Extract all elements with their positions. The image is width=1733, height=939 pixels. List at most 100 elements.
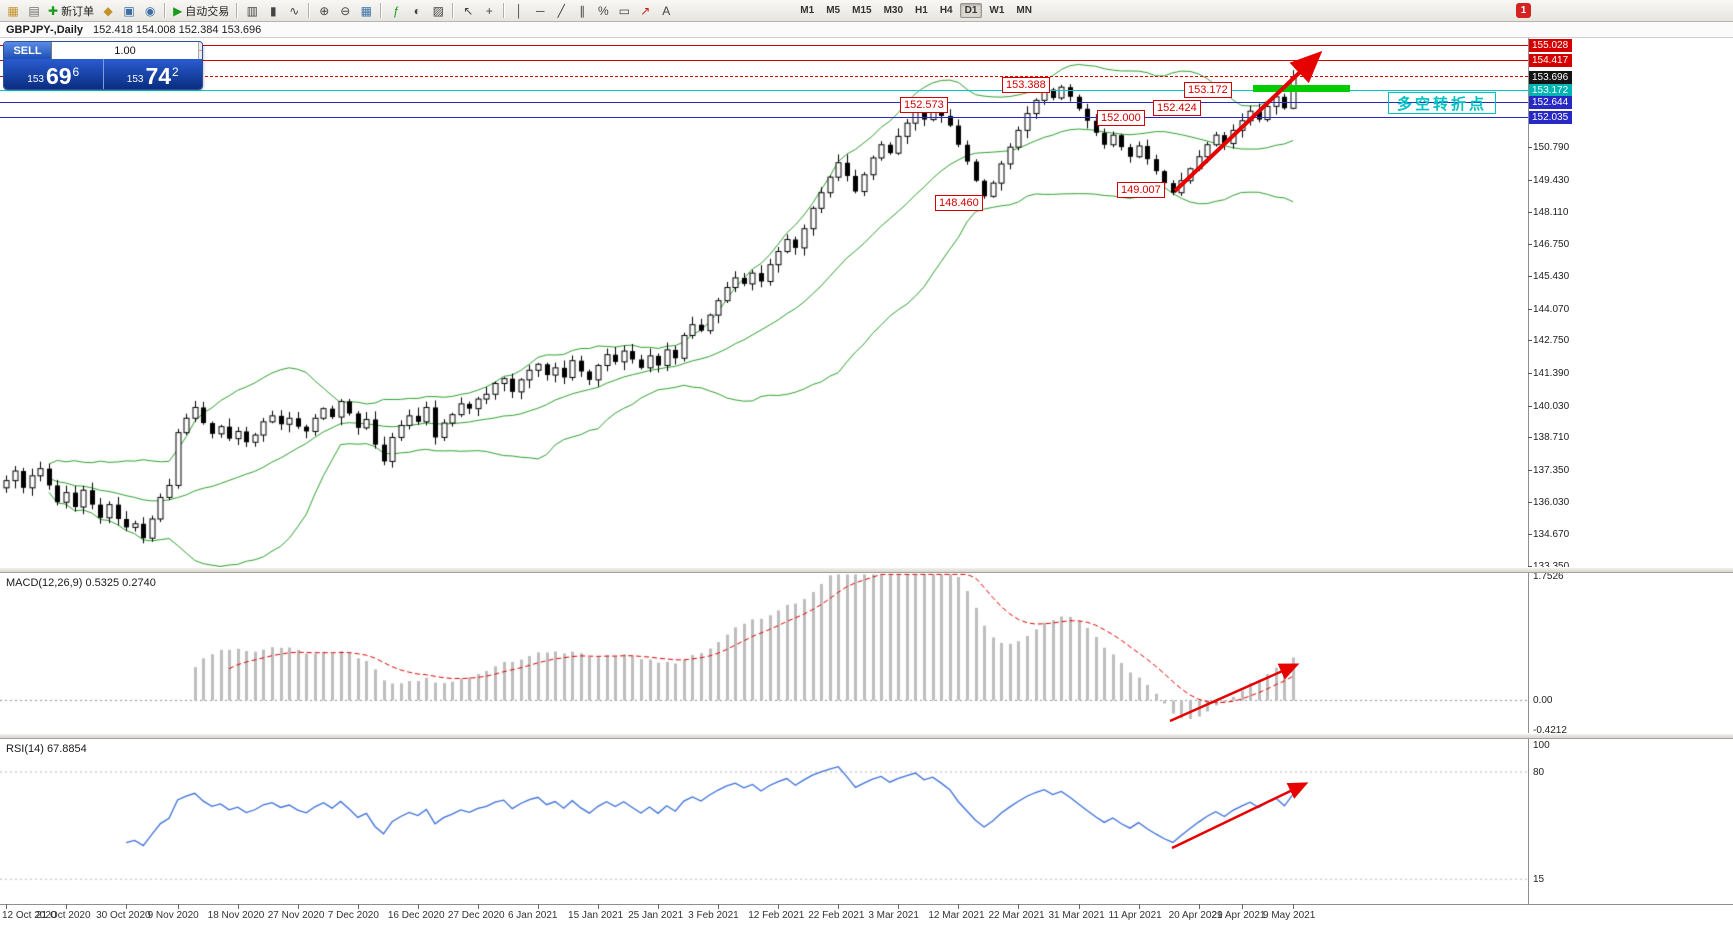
rsi-indicator-label: RSI(14) 67.8854 xyxy=(6,743,87,755)
timeframe-mn[interactable]: MN xyxy=(1011,3,1037,18)
arrows-tool-icon: ↗ xyxy=(640,3,651,18)
market-watch-button[interactable]: ◆ xyxy=(98,2,118,20)
templates-icon: ▨ xyxy=(432,3,444,18)
trendline-button[interactable]: ╱ xyxy=(551,2,571,20)
volume-up-button[interactable]: ▲ xyxy=(199,42,202,51)
price-axis-label: 149.430 xyxy=(1533,175,1570,187)
sell-button[interactable]: SELL xyxy=(4,42,51,59)
notification-badge[interactable]: 1 xyxy=(1516,3,1531,18)
toolbar-separator xyxy=(452,3,455,18)
new-order-button[interactable]: ✚ 新订单 xyxy=(45,2,97,20)
price-axis-badge-154.417: 154.417 xyxy=(1529,53,1572,67)
periods-icon: ◐ xyxy=(413,3,421,18)
price-axis-badge-153.172: 153.172 xyxy=(1529,83,1572,97)
volume-down-button[interactable]: ▼ xyxy=(199,51,202,59)
equidistant-channel-button[interactable]: ∥ xyxy=(572,2,592,20)
ask-pip-digit: 2 xyxy=(172,65,179,79)
toolbar-separator xyxy=(164,3,167,18)
price-axis-divider xyxy=(1528,38,1529,904)
price-axis-label: 136.030 xyxy=(1533,496,1570,508)
price-axis-badge-153.696: 153.696 xyxy=(1529,71,1572,85)
price-axis-badge-155.028: 155.028 xyxy=(1529,39,1572,53)
chart-symbol-period: GBPJPY-,Daily xyxy=(6,23,84,36)
price-axis-label: 146.750 xyxy=(1533,239,1570,251)
zoom-out-icon: ⊖ xyxy=(340,3,351,18)
horizontal-line-icon: ─ xyxy=(536,3,545,18)
text-tool-icon: A xyxy=(662,3,671,18)
fibonacci-button[interactable]: % xyxy=(593,2,613,20)
data-window-icon: ▣ xyxy=(123,3,135,18)
zoom-out-button[interactable]: ⊖ xyxy=(335,2,355,20)
zoom-in-button[interactable]: ⊕ xyxy=(314,2,334,20)
new-order-label: 新订单 xyxy=(61,5,95,18)
indicators-button[interactable]: ƒ xyxy=(386,2,406,20)
bid-big-digits: 69 xyxy=(45,63,72,89)
toolbar-separator xyxy=(236,3,239,18)
auto-trading-icon: ▶ xyxy=(173,3,183,18)
cursor-button[interactable]: ↖ xyxy=(458,2,478,20)
crosshair-icon: + xyxy=(485,3,493,18)
toolbar-separator xyxy=(503,3,506,18)
rsi-axis-label: 15 xyxy=(1533,874,1545,886)
timeframe-w1[interactable]: W1 xyxy=(984,3,1009,18)
bid-price[interactable]: 153 69 6 xyxy=(4,59,103,89)
rsi-axis-label: 100 xyxy=(1533,740,1550,751)
timeframe-m1[interactable]: M1 xyxy=(795,3,819,18)
price-axis-label: 141.390 xyxy=(1533,367,1570,379)
periods-button[interactable]: ◐ xyxy=(407,2,427,20)
vertical-line-icon: │ xyxy=(515,3,524,18)
horizontal-line-button[interactable]: ─ xyxy=(530,2,550,20)
price-axis-badge-152.035: 152.035 xyxy=(1529,111,1572,125)
line-chart-type-button[interactable]: ∿ xyxy=(284,2,304,20)
navigator-button[interactable]: ◉ xyxy=(140,2,160,20)
panel-separator[interactable] xyxy=(0,567,1733,573)
timeframe-m5[interactable]: M5 xyxy=(821,3,845,18)
bars-chart-type-button[interactable]: ▥ xyxy=(242,2,262,20)
ask-price[interactable]: 153 74 2 xyxy=(102,59,203,89)
price-axis-label: 145.430 xyxy=(1533,270,1570,282)
new-chart-button[interactable]: ▦ xyxy=(3,2,23,20)
shapes-icon: ▭ xyxy=(618,3,630,18)
candles-chart-type-icon: ▮ xyxy=(269,3,277,18)
bid-pip-digit: 6 xyxy=(72,65,80,79)
panel-separator[interactable] xyxy=(0,733,1733,739)
toolbar-separator xyxy=(308,3,311,18)
ask-big-digits: 74 xyxy=(145,63,172,89)
vertical-line-button[interactable]: │ xyxy=(509,2,529,20)
bars-chart-type-icon: ▥ xyxy=(246,3,258,18)
templates-button[interactable]: ▨ xyxy=(428,2,448,20)
indicators-icon: ƒ xyxy=(392,3,400,18)
rsi-axis-label: 80 xyxy=(1533,767,1545,778)
volume-input[interactable] xyxy=(52,42,198,59)
equidistant-channel-icon: ∥ xyxy=(579,3,586,18)
auto-trading-label: 自动交易 xyxy=(185,5,230,18)
arrows-tool-button[interactable]: ↗ xyxy=(635,2,655,20)
data-window-button[interactable]: ▣ xyxy=(119,2,139,20)
shapes-button[interactable]: ▭ xyxy=(614,2,634,20)
macd-canvas[interactable] xyxy=(0,573,1528,733)
timeframe-h1[interactable]: H1 xyxy=(910,3,933,18)
volume-field: ▲ ▼ xyxy=(51,42,202,59)
timeframe-h4[interactable]: H4 xyxy=(935,3,958,18)
rsi-canvas[interactable] xyxy=(0,739,1528,904)
price-axis-label: 142.750 xyxy=(1533,335,1570,347)
tile-windows-button[interactable]: ▦ xyxy=(356,2,376,20)
price-axis-label: 138.710 xyxy=(1533,432,1570,444)
crosshair-button[interactable]: + xyxy=(479,2,499,20)
text-tool-button[interactable]: A xyxy=(656,2,676,20)
price-chart-canvas[interactable] xyxy=(0,38,1528,567)
price-axis-label: 150.790 xyxy=(1533,142,1570,154)
date-axis[interactable] xyxy=(0,904,1733,939)
ask-prefix: 153 xyxy=(126,74,144,85)
toolbar-separator xyxy=(380,3,383,18)
chart-ohlc-values: 152.418 154.008 152.384 153.696 xyxy=(93,23,262,36)
timeframe-m30[interactable]: M30 xyxy=(879,3,908,18)
profiles-button[interactable]: ▤ xyxy=(24,2,44,20)
tile-windows-icon: ▦ xyxy=(360,3,372,18)
auto-trading-button[interactable]: ▶ 自动交易 xyxy=(170,2,232,20)
timeframe-d1[interactable]: D1 xyxy=(959,3,983,18)
timeframe-m15[interactable]: M15 xyxy=(847,3,876,18)
candles-chart-type-button[interactable]: ▮ xyxy=(263,2,283,20)
chart-title-bar: GBPJPY-,Daily 152.418 154.008 152.384 15… xyxy=(0,22,1733,38)
